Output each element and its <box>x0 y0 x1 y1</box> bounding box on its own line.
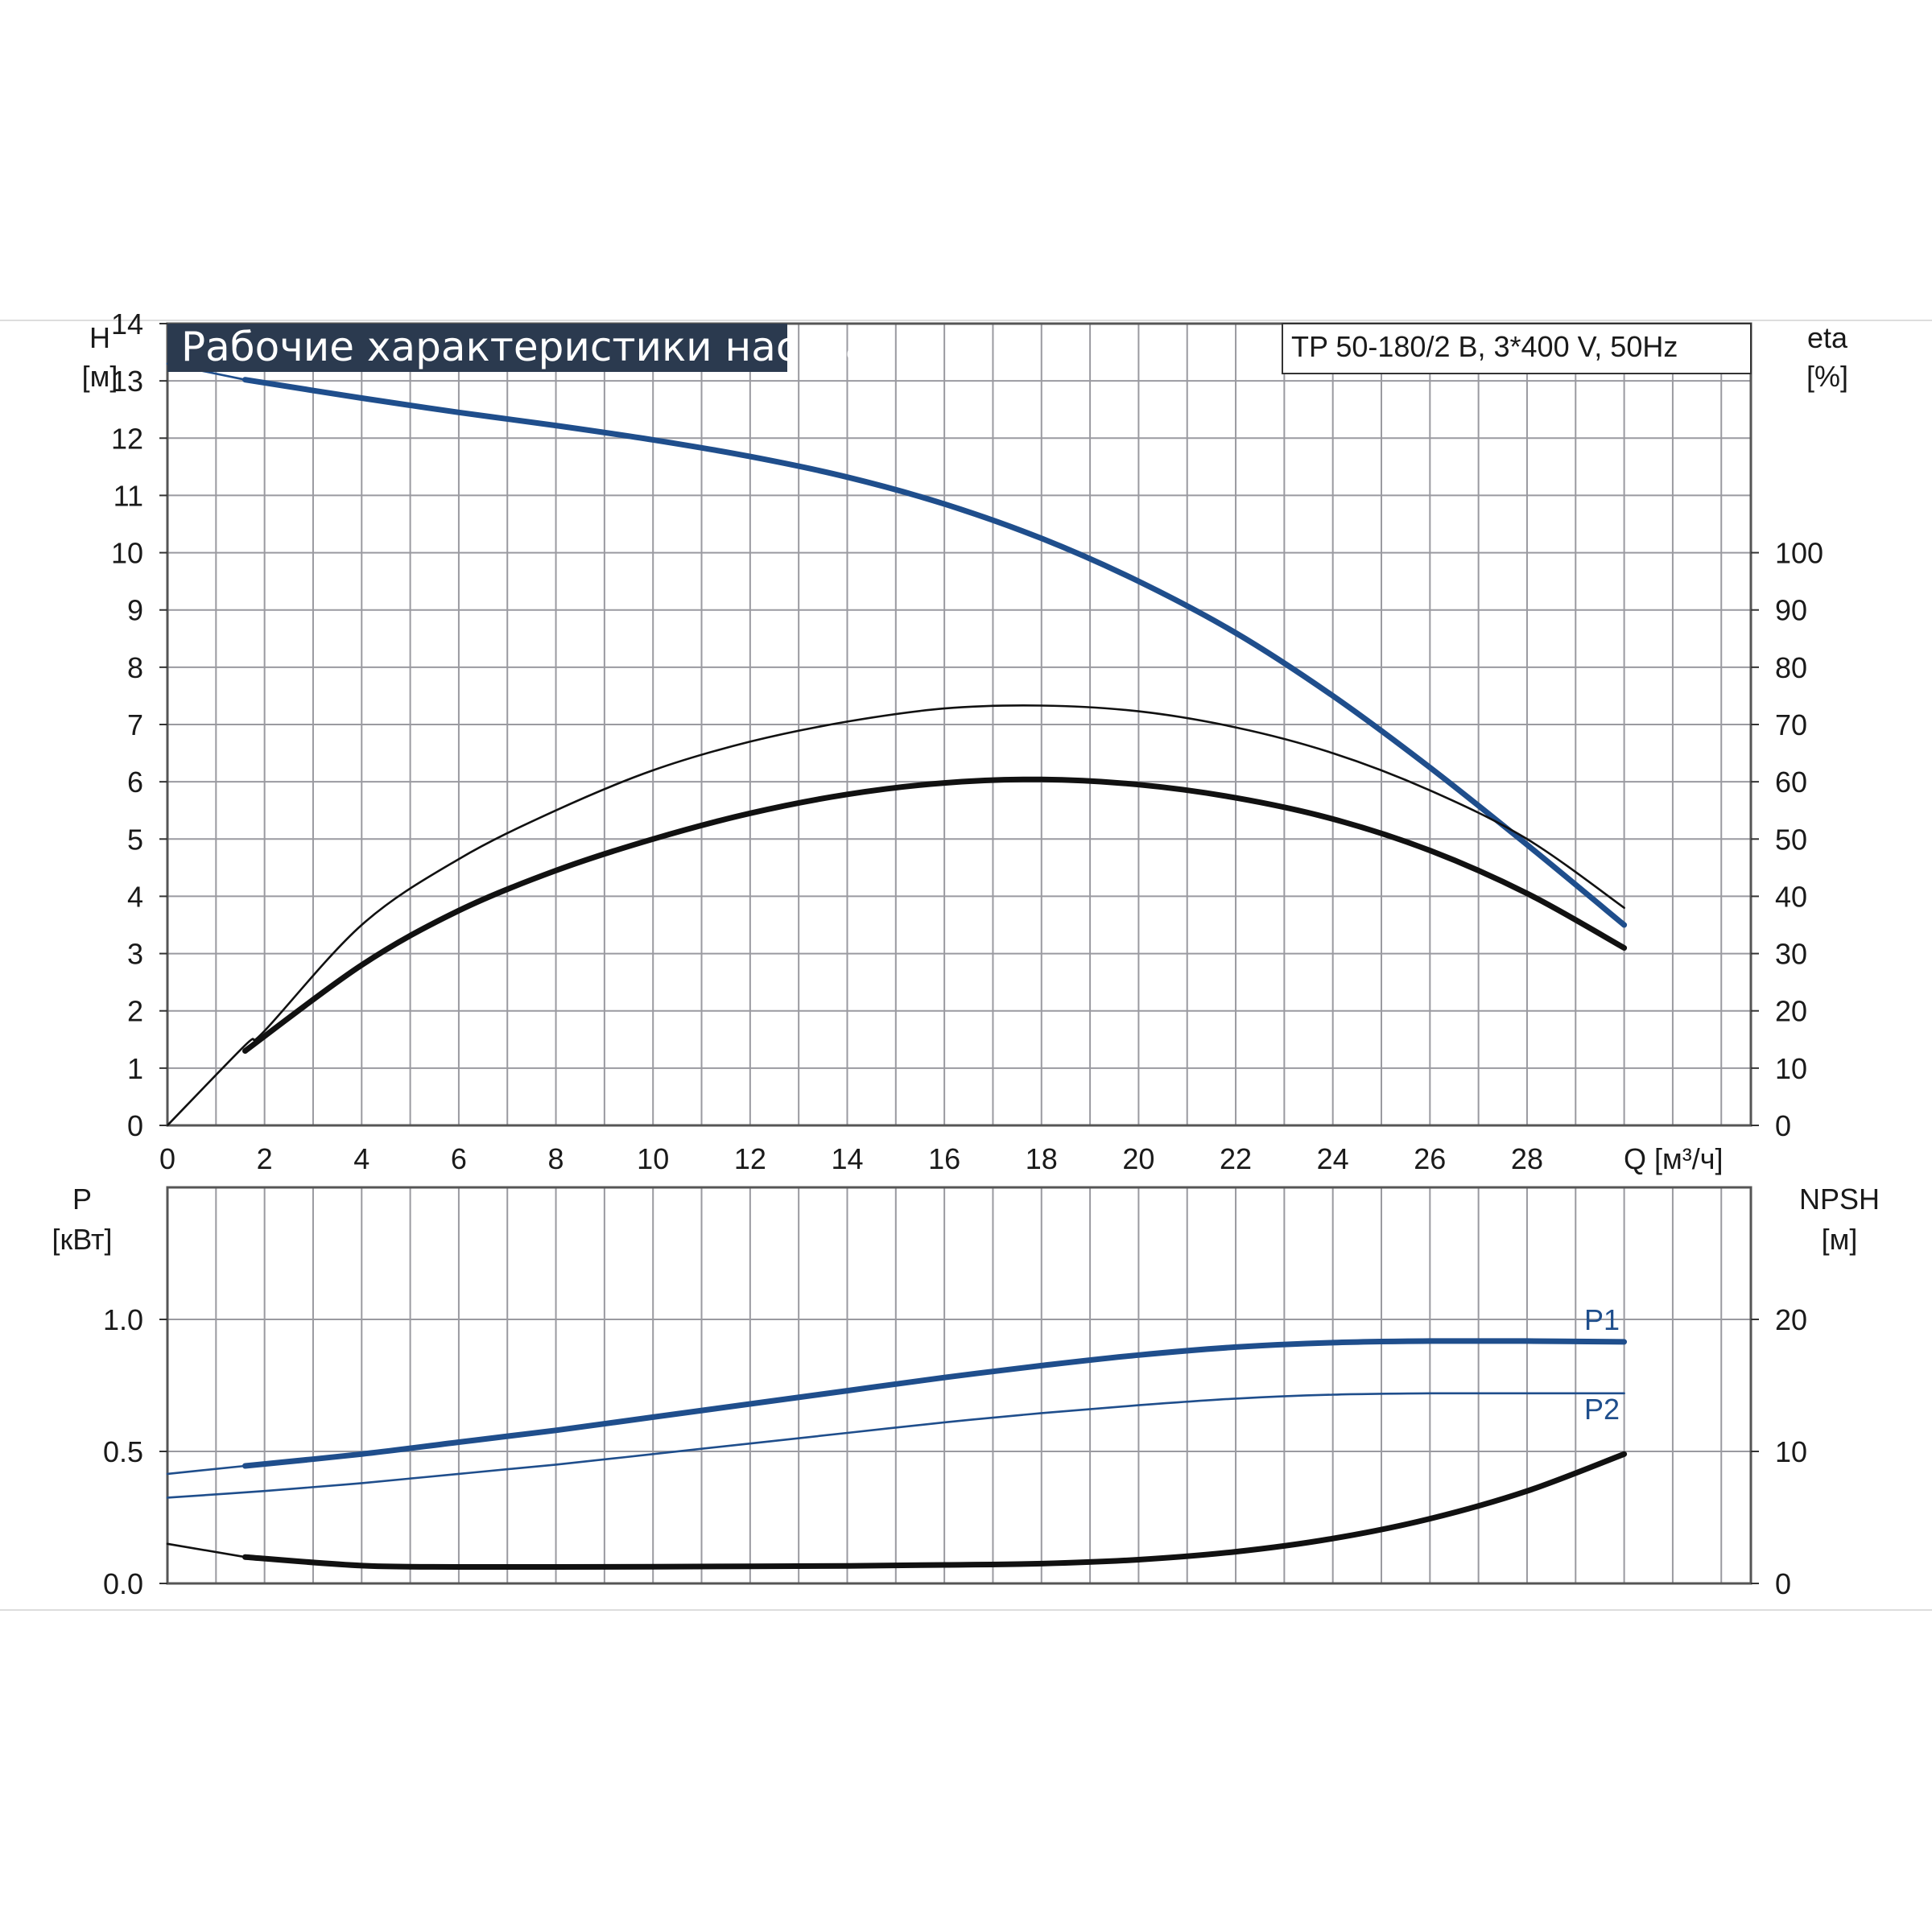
q-tick-label: 16 <box>928 1142 960 1175</box>
p-axis-unit: [кВт] <box>52 1223 112 1256</box>
lower-panel: P [кВт] NPSH [м] P1 P2 0.0 0.5 1.0 0 10 20 <box>52 1183 1880 1600</box>
npsh-tick-label: 20 <box>1775 1303 1807 1336</box>
eta-tick-label: 50 <box>1775 823 1807 856</box>
lower-series <box>166 1338 1628 1571</box>
q-tick-label: 22 <box>1220 1142 1252 1175</box>
model-box <box>1282 323 1752 374</box>
q-tick-label: 2 <box>257 1142 273 1175</box>
h-tick-label: 6 <box>127 766 143 799</box>
series-label-p1: P1 <box>1584 1303 1620 1336</box>
eta-tick-label: 80 <box>1775 651 1807 684</box>
upper-series-2-line <box>166 704 1625 1127</box>
npsh-axis-label: NPSH <box>1799 1183 1880 1216</box>
h-tick-label: 4 <box>127 880 143 913</box>
eta-axis-unit: [%] <box>1806 360 1848 393</box>
q-tick-label: 28 <box>1511 1142 1543 1175</box>
h-axis-unit: [м] <box>82 360 118 393</box>
series-label-p2: P2 <box>1584 1393 1620 1426</box>
h-tick-label: 14 <box>111 308 143 341</box>
q-tick-label: 14 <box>831 1142 863 1175</box>
p-axis-label: P <box>72 1183 92 1216</box>
h-tick-label: 5 <box>127 823 143 856</box>
q-tick-label: 10 <box>637 1142 669 1175</box>
p-axis-ticks: 0.0 0.5 1.0 <box>103 1303 167 1600</box>
lower-series-3-line <box>242 1451 1628 1571</box>
q-tick-label: 20 <box>1122 1142 1154 1175</box>
eta-tick-label: 10 <box>1775 1052 1807 1085</box>
h-tick-label: 7 <box>127 708 143 741</box>
eta-axis-label: eta <box>1807 321 1848 354</box>
q-tick-label: 6 <box>451 1142 467 1175</box>
eta-tick-label: 90 <box>1775 594 1807 627</box>
h-tick-label: 10 <box>111 537 143 570</box>
eta-tick-label: 100 <box>1775 537 1823 570</box>
q-tick-label: 18 <box>1026 1142 1058 1175</box>
npsh-tick-label: 10 <box>1775 1435 1807 1468</box>
chart-title: Рабочие характеристики насоса <box>181 324 869 370</box>
h-tick-label: 3 <box>127 938 143 971</box>
npsh-axis-ticks: 0 10 20 <box>1751 1303 1807 1600</box>
eta-tick-label: 40 <box>1775 880 1807 913</box>
q-axis-ticks: 0 2 4 6 8 10 12 14 16 18 20 22 24 26 28 <box>159 1142 1543 1175</box>
h-tick-label: 13 <box>111 365 143 398</box>
h-axis-label: H <box>89 321 110 354</box>
eta-axis-ticks: 0 10 20 30 40 50 60 70 80 90 100 <box>1751 537 1823 1142</box>
q-tick-label: 0 <box>159 1142 175 1175</box>
h-tick-label: 9 <box>127 594 143 627</box>
p-tick-label: 0.0 <box>103 1567 143 1600</box>
upper-series-3-line <box>242 776 1628 1054</box>
upper-panel: Рабочие характеристики насоса TP 50-180/… <box>82 308 1848 1175</box>
q-tick-label: 8 <box>548 1142 564 1175</box>
lower-series-2-p2-line <box>166 1392 1625 1499</box>
p-tick-label: 1.0 <box>103 1303 143 1336</box>
q-tick-label: 4 <box>353 1142 369 1175</box>
h-tick-label: 12 <box>111 422 143 455</box>
eta-tick-label: 60 <box>1775 766 1807 799</box>
npsh-tick-label: 0 <box>1775 1567 1791 1600</box>
p-tick-label: 0.5 <box>103 1435 143 1468</box>
lower-series-1-line <box>166 1464 246 1476</box>
q-tick-label: 26 <box>1414 1142 1446 1175</box>
lower-series-0-p1-line <box>242 1338 1628 1469</box>
h-tick-label: 2 <box>127 995 143 1028</box>
q-tick-label: 12 <box>734 1142 766 1175</box>
lower-grid <box>167 1187 1751 1583</box>
eta-tick-label: 0 <box>1775 1109 1791 1142</box>
lower-plot-frame <box>166 1186 1752 1585</box>
eta-tick-label: 30 <box>1775 938 1807 971</box>
model-label: TP 50-180/2 B, 3*400 V, 50Hz <box>1291 330 1678 363</box>
h-tick-label: 8 <box>127 651 143 684</box>
chart-title-box <box>167 324 787 372</box>
lower-series-4-line <box>166 1542 246 1558</box>
q-tick-label: 24 <box>1317 1142 1349 1175</box>
h-tick-label: 1 <box>127 1052 143 1085</box>
h-tick-label: 0 <box>127 1109 143 1142</box>
upper-series-0-line <box>242 377 1628 928</box>
q-axis-label: Q [м³/ч] <box>1624 1142 1724 1175</box>
h-tick-label: 11 <box>114 479 143 512</box>
npsh-axis-unit: [м] <box>1822 1223 1858 1256</box>
eta-tick-label: 20 <box>1775 995 1807 1028</box>
upper-grid <box>167 323 1751 1125</box>
eta-tick-label: 70 <box>1775 708 1807 741</box>
